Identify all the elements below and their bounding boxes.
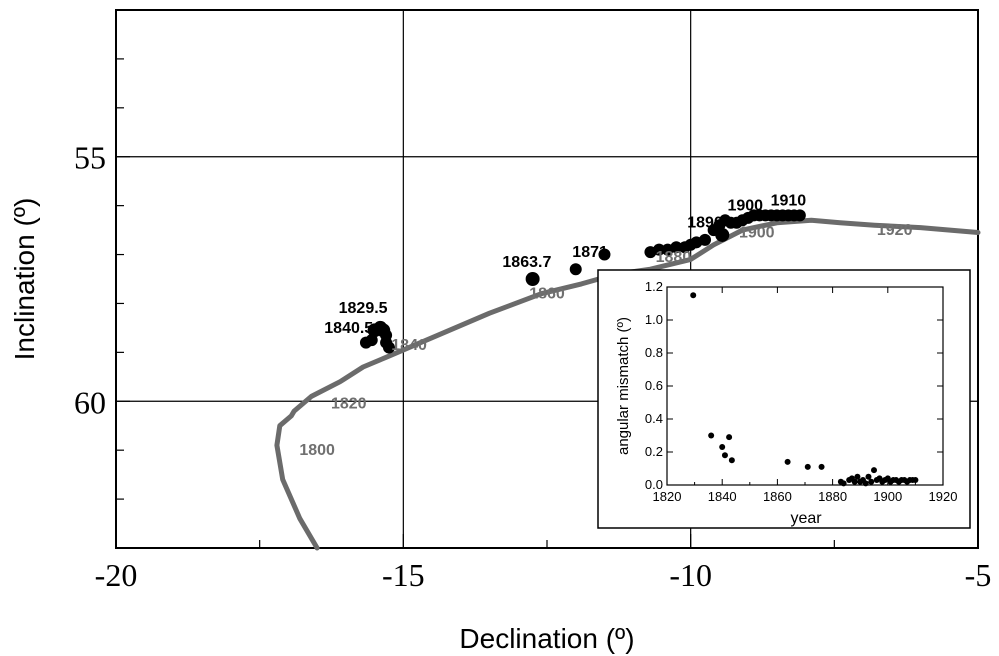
curve-year-label: 1920	[877, 222, 913, 239]
inset-point	[719, 444, 726, 451]
inset-point	[840, 480, 847, 487]
observation-point	[715, 227, 730, 242]
inset-y-tick-label: 0.6	[645, 378, 663, 393]
observation-point	[380, 336, 393, 349]
model-curve-line	[274, 217, 981, 551]
inset-ticks: 1820 1840 1860 1880 1900 1920 0.0 0.2 0.4 0.6 0.8 1…	[645, 279, 958, 504]
y-tick-label: 60	[74, 384, 106, 420]
inset-point	[912, 477, 919, 484]
inset-point	[708, 432, 715, 439]
observation-point	[793, 209, 806, 222]
inset-x-tick-label: 1860	[763, 489, 792, 504]
curve-year-label: 1800	[299, 442, 335, 459]
observation-year-label: 1900	[727, 198, 763, 215]
curve-year-label: 1880	[656, 249, 692, 266]
inset-point	[854, 473, 861, 480]
x-axis-title: Declination (º)	[459, 623, 634, 654]
curve-year-label: 1900	[739, 224, 775, 241]
inset-chart: 1820 1840 1860 1880 1900 1920 0.0 0.2 0.4 0.6 0.8 1…	[597, 269, 971, 529]
inset-x-tick-label: 1900	[873, 489, 902, 504]
observation-year-label: 1871	[572, 244, 608, 261]
observation-year-label: 1910	[771, 193, 807, 210]
observation-year-label: 1840.5	[324, 320, 373, 337]
inset-point	[690, 292, 697, 299]
inset-point	[865, 473, 872, 480]
inset-point	[804, 463, 811, 470]
inset-point	[868, 478, 875, 485]
inset-x-tick-label: 1920	[929, 489, 958, 504]
observation-year-label: 1863.7	[502, 254, 551, 271]
inset-y-axis-title: angular mismatch (º)	[615, 317, 632, 455]
inset-point	[818, 463, 825, 470]
main-chart: -20 -15 -10 -5 55 60 1829.5 1840.5 1863.7 1871 18…	[9, 9, 992, 654]
inset-points	[690, 292, 919, 487]
curve-year-label: 1820	[331, 396, 367, 413]
inset-point	[851, 478, 858, 485]
observation-points	[359, 209, 806, 354]
inset-point	[721, 452, 728, 459]
inset-y-tick-label: 0.2	[645, 444, 663, 459]
inset-y-tick-label: 0.0	[645, 477, 663, 492]
observation-point	[670, 241, 683, 254]
observation-year-label: 1890	[687, 215, 723, 232]
x-tick-label: -20	[95, 557, 138, 593]
x-tick-label: -15	[382, 557, 425, 593]
curve-year-label: 1860	[529, 286, 565, 303]
inset-x-tick-label: 1840	[708, 489, 737, 504]
inset-x-tick-label: 1880	[818, 489, 847, 504]
observation-point	[699, 233, 712, 246]
observation-year-label: 1829.5	[339, 300, 388, 317]
curve-year-label: 1840	[391, 337, 427, 354]
observation-point	[653, 243, 666, 256]
inset-point	[784, 458, 791, 465]
observation-point	[598, 248, 611, 261]
observation-point	[569, 263, 582, 276]
y-axis-title: Inclination (º)	[9, 198, 40, 361]
inset-y-tick-label: 0.8	[645, 345, 663, 360]
x-tick-label: -5	[965, 557, 992, 593]
inset-point	[728, 457, 735, 464]
inset-point	[871, 467, 877, 474]
observation-point	[525, 272, 540, 286]
x-tick-label: -10	[669, 557, 712, 593]
y-tick-label: 55	[74, 140, 106, 176]
main-ticks: -20 -15 -10 -5 55 60	[74, 58, 992, 593]
inset-x-axis-title: year	[790, 510, 822, 527]
inset-y-tick-label: 1.2	[645, 279, 663, 294]
model-curve	[274, 217, 981, 551]
inset-point	[862, 480, 869, 487]
inset-point	[726, 434, 733, 441]
inset-y-tick-label: 0.4	[645, 411, 663, 426]
inset-y-tick-label: 1.0	[645, 312, 663, 327]
inset-x-tick-label: 1820	[653, 489, 682, 504]
